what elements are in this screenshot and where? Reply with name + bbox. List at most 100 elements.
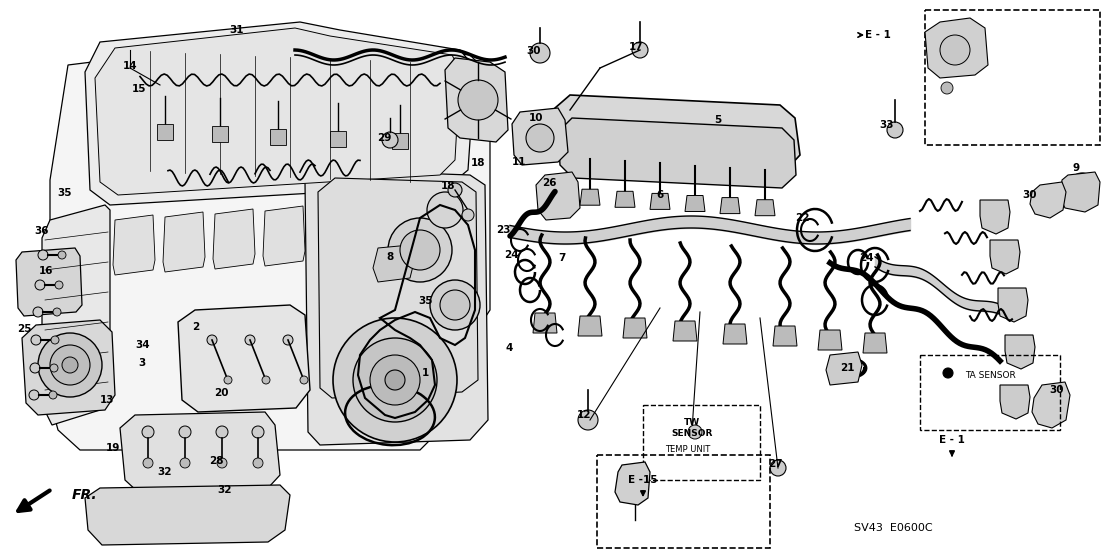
Circle shape bbox=[283, 335, 293, 345]
Polygon shape bbox=[373, 245, 416, 282]
Circle shape bbox=[427, 192, 463, 228]
Polygon shape bbox=[825, 352, 862, 385]
Polygon shape bbox=[673, 321, 697, 341]
Circle shape bbox=[400, 230, 440, 270]
Text: 31: 31 bbox=[229, 25, 244, 35]
Circle shape bbox=[31, 335, 41, 345]
Circle shape bbox=[888, 122, 903, 138]
Circle shape bbox=[300, 376, 308, 384]
Text: 36: 36 bbox=[34, 226, 49, 236]
Polygon shape bbox=[157, 124, 173, 140]
Polygon shape bbox=[1032, 382, 1070, 428]
Circle shape bbox=[526, 124, 554, 152]
Text: 18: 18 bbox=[441, 181, 455, 191]
Polygon shape bbox=[925, 18, 988, 78]
Polygon shape bbox=[720, 197, 740, 213]
Circle shape bbox=[384, 370, 406, 390]
Circle shape bbox=[216, 426, 228, 438]
Polygon shape bbox=[392, 133, 408, 149]
Polygon shape bbox=[85, 485, 290, 545]
Circle shape bbox=[440, 290, 470, 320]
Circle shape bbox=[382, 132, 398, 148]
Text: 32: 32 bbox=[157, 467, 172, 477]
Text: FR.: FR. bbox=[72, 488, 98, 502]
Circle shape bbox=[353, 338, 437, 422]
Circle shape bbox=[35, 280, 45, 290]
Text: 35: 35 bbox=[58, 188, 72, 198]
Circle shape bbox=[430, 280, 480, 330]
Text: TW
SENSOR: TW SENSOR bbox=[671, 418, 712, 438]
Text: 4: 4 bbox=[505, 343, 513, 353]
Text: 17: 17 bbox=[628, 42, 644, 52]
Text: 30: 30 bbox=[526, 46, 541, 56]
Polygon shape bbox=[42, 205, 110, 425]
Text: TEMP UNIT: TEMP UNIT bbox=[666, 446, 710, 455]
Polygon shape bbox=[615, 191, 635, 207]
Polygon shape bbox=[22, 320, 115, 415]
Polygon shape bbox=[50, 35, 490, 450]
Circle shape bbox=[940, 35, 970, 65]
Circle shape bbox=[943, 368, 953, 378]
Text: 30: 30 bbox=[1023, 190, 1037, 200]
Bar bbox=[643, 405, 760, 480]
Polygon shape bbox=[330, 131, 346, 147]
Polygon shape bbox=[95, 28, 460, 195]
Polygon shape bbox=[623, 318, 647, 338]
Text: 29: 29 bbox=[377, 133, 391, 143]
Text: 6: 6 bbox=[656, 190, 664, 200]
Text: 15: 15 bbox=[132, 84, 146, 94]
Circle shape bbox=[448, 183, 462, 197]
Polygon shape bbox=[213, 209, 255, 269]
Polygon shape bbox=[1030, 182, 1066, 218]
Circle shape bbox=[245, 335, 255, 345]
Circle shape bbox=[53, 308, 61, 316]
Circle shape bbox=[462, 209, 474, 221]
Circle shape bbox=[388, 218, 452, 282]
Polygon shape bbox=[615, 462, 650, 505]
Circle shape bbox=[179, 458, 189, 468]
Text: 11: 11 bbox=[512, 157, 526, 167]
Circle shape bbox=[770, 460, 786, 476]
Text: 2: 2 bbox=[193, 322, 199, 332]
Text: 19: 19 bbox=[105, 443, 120, 453]
Circle shape bbox=[252, 426, 264, 438]
Text: 30: 30 bbox=[1049, 385, 1065, 395]
Text: 10: 10 bbox=[529, 113, 543, 123]
Text: 3: 3 bbox=[138, 358, 145, 368]
Circle shape bbox=[632, 42, 648, 58]
Polygon shape bbox=[16, 248, 82, 316]
Text: 8: 8 bbox=[387, 252, 393, 262]
Polygon shape bbox=[178, 305, 310, 412]
Text: 13: 13 bbox=[100, 395, 114, 405]
Circle shape bbox=[38, 250, 48, 260]
Circle shape bbox=[51, 336, 59, 344]
Circle shape bbox=[143, 458, 153, 468]
Circle shape bbox=[58, 251, 66, 259]
Polygon shape bbox=[305, 170, 488, 445]
Circle shape bbox=[458, 80, 497, 120]
Text: 5: 5 bbox=[715, 115, 721, 125]
Bar bbox=[920, 355, 1060, 430]
Text: 9: 9 bbox=[1073, 163, 1079, 173]
Text: 35: 35 bbox=[419, 296, 433, 306]
Polygon shape bbox=[163, 212, 205, 272]
Polygon shape bbox=[818, 330, 842, 350]
Polygon shape bbox=[263, 206, 305, 266]
Circle shape bbox=[530, 43, 550, 63]
Text: SV43  E0600C: SV43 E0600C bbox=[854, 523, 933, 533]
Polygon shape bbox=[120, 412, 280, 492]
Polygon shape bbox=[445, 58, 507, 142]
Circle shape bbox=[334, 318, 456, 442]
Text: E - 1: E - 1 bbox=[940, 435, 965, 445]
Polygon shape bbox=[773, 326, 797, 346]
Text: 1: 1 bbox=[421, 368, 429, 378]
Polygon shape bbox=[991, 240, 1020, 274]
Polygon shape bbox=[998, 288, 1028, 322]
Text: 24: 24 bbox=[504, 250, 519, 260]
Circle shape bbox=[50, 364, 58, 372]
Text: 28: 28 bbox=[208, 456, 223, 466]
Polygon shape bbox=[212, 126, 228, 142]
Text: 22: 22 bbox=[794, 213, 809, 223]
Circle shape bbox=[261, 376, 270, 384]
Text: 27: 27 bbox=[768, 459, 782, 469]
